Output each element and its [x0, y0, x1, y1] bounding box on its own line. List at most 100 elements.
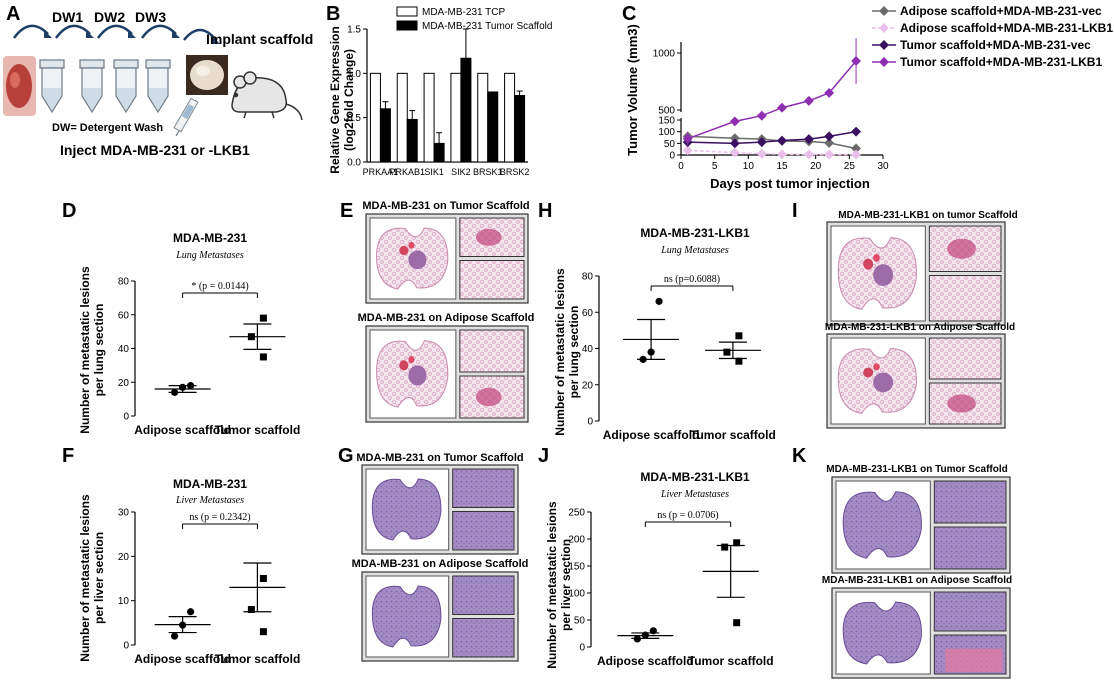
panel-letter-g: G: [338, 445, 354, 467]
y-tick-label: 100: [568, 589, 585, 600]
data-point: [649, 627, 657, 635]
y-tick-label: 50: [574, 616, 586, 627]
histology-e-bottom-title: MDA-MB-231 on Adipose Scaffold: [358, 312, 535, 324]
vessel: [873, 254, 880, 262]
lesion: [947, 394, 976, 413]
lesion: [947, 238, 976, 259]
bar-prkaa1-0: [369, 72, 381, 163]
series-line-3: [687, 60, 857, 140]
chart-f-subtitle: Liver Metastases: [175, 495, 244, 506]
chart-d-ylabel-2: per lung section: [92, 304, 106, 397]
panel-j-scatter: MDA-MB-231-LKB1 Liver Metastases Number …: [545, 470, 774, 669]
chart-h-subtitle: Lung Metastases: [660, 245, 729, 256]
y-tick-label: 0: [669, 151, 675, 162]
series-point-3: [851, 56, 862, 66]
x-category-label: Adipose scaffold: [134, 652, 231, 666]
histology-g-bottom-image: [361, 571, 519, 662]
bar-brsk1-0: [477, 72, 489, 163]
high-mag-view-1: [928, 337, 1002, 380]
y-tick-label: 200: [568, 535, 585, 546]
series-point-1: [756, 148, 767, 159]
series-point-3: [682, 133, 693, 144]
histology-i-top-title: MDA-MB-231-LKB1 on tumor Scaffold: [838, 210, 1017, 221]
series-point-2: [756, 137, 767, 148]
data-point: [641, 631, 649, 639]
series-point-2: [824, 131, 835, 142]
series-point-2: [851, 126, 862, 137]
chart-c-xlabel: Days post tumor injection: [710, 176, 870, 191]
y-tick-label: 60: [118, 310, 130, 321]
high-mag-view-1: [933, 591, 1007, 632]
chart-f-title: MDA-MB-231: [173, 477, 247, 491]
bar-sik2-1: [460, 57, 472, 163]
mouse-icon: [231, 71, 303, 121]
histology-g-top-image: [361, 464, 519, 555]
bar-prkab1-0: [396, 72, 408, 163]
y-tick-label: 20: [118, 552, 130, 563]
legend-label-3: Tumor scaffold+MDA-MB-231-LKB1: [900, 55, 1102, 69]
vessel: [863, 258, 874, 270]
y-tick-label: 60: [582, 308, 594, 319]
series-point-2: [803, 134, 814, 145]
data-point: [259, 628, 267, 636]
vessel: [863, 367, 874, 378]
arrowhead-2: [86, 30, 94, 38]
series-point-3: [777, 102, 787, 113]
high-mag-view-2: [933, 526, 1007, 570]
histology-g-bottom-title: MDA-MB-231 on Adipose Scaffold: [352, 558, 529, 570]
high-mag-view-2: [452, 511, 515, 551]
panel-f-scatter: MDA-MB-231 Liver Metastases Number of me…: [78, 477, 300, 666]
data-point: [639, 355, 647, 363]
data-point: [735, 357, 743, 365]
series-point-0: [824, 137, 835, 148]
vessel: [408, 355, 415, 364]
legend-swatch-0: [396, 6, 418, 17]
legend-marker-3: [879, 57, 889, 67]
vessel: [873, 363, 880, 371]
bar-sik2-0: [450, 72, 462, 163]
y-tick-label: 10: [118, 596, 130, 607]
y-tick-label: 0.5: [347, 113, 361, 124]
y-tick-label: 0: [123, 641, 129, 652]
y-tick-label: 40: [118, 344, 130, 355]
arrowhead-1: [44, 30, 52, 38]
curved-arrow-5: [183, 28, 217, 41]
data-point: [259, 353, 267, 361]
data-point: [647, 348, 655, 356]
wash-label-dw1: DW1: [52, 9, 83, 25]
chart-j-ylabel: Number of metastatic lesions: [545, 501, 559, 669]
arrowhead-4: [172, 30, 180, 38]
wash-tubes: [39, 59, 171, 114]
y-tick-label: 20: [118, 378, 130, 389]
y-tick-label: 150: [658, 116, 675, 127]
implant-scaffold-label: Implant scaffold: [206, 31, 313, 47]
series-point-3: [803, 95, 814, 106]
liver-section: [842, 491, 922, 559]
y-tick-label: 100: [658, 127, 675, 138]
heart-tissue: [873, 264, 894, 286]
series-point-1: [803, 149, 814, 160]
heart-tissue: [873, 372, 894, 393]
y-tick-label: 20: [582, 380, 594, 391]
high-mag-view-1: [933, 480, 1007, 524]
lesion: [475, 228, 502, 246]
data-point: [633, 635, 641, 643]
legend-swatch-1: [396, 20, 418, 31]
bar-prkab1-1: [406, 118, 418, 163]
y-tick-label: 150: [568, 562, 585, 573]
panel-a-schematic: DW1 DW2 DW3 Implant scaffold DW= Deterge…: [3, 9, 313, 158]
histology-i-bottom-image: [826, 333, 1006, 429]
legend-b: MDA-MB-231 TCP MDA-MB-231 Tumor Scaffold: [396, 6, 552, 32]
series-point-0: [729, 133, 740, 144]
data-point: [247, 606, 255, 614]
x-category-label: Adipose scaffold: [134, 423, 231, 437]
curved-arrow-2: [54, 24, 91, 39]
x-tick-label: SIK1: [424, 167, 444, 177]
vessel: [408, 241, 415, 249]
high-mag-view-2: [928, 275, 1002, 322]
chart-f-ylabel-2: per liver section: [92, 532, 106, 624]
